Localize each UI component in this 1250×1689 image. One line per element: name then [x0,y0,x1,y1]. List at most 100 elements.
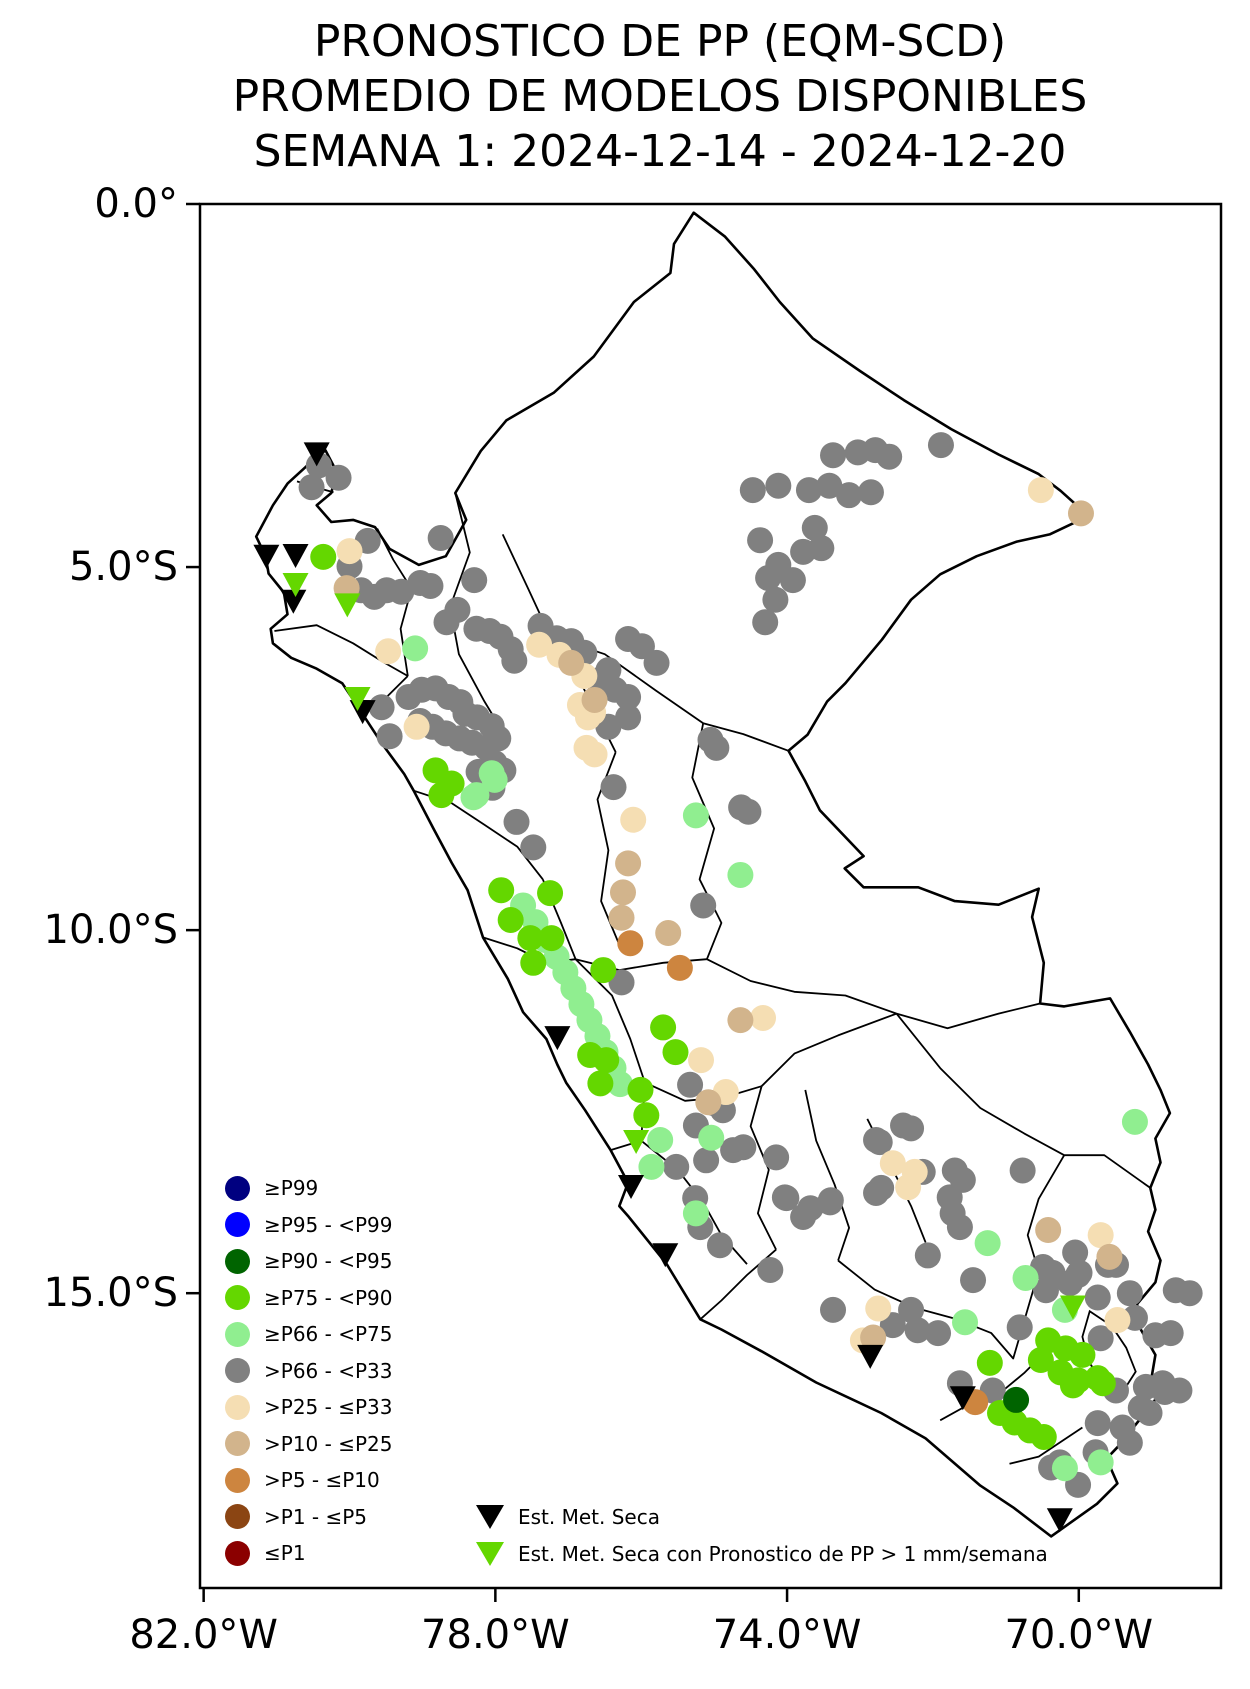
station-dot-p66_p75 [698,1124,725,1151]
station-dot-p66_p75 [952,1309,979,1336]
station-dot-p10_p25 [1067,500,1094,527]
station-dot-p5_p10 [617,930,644,957]
station-dot-p66_p75 [1087,1449,1114,1476]
station-dot-p75_p90 [428,782,455,809]
station-dot-p75_p90 [1030,1423,1057,1450]
station-dot-p33_p66 [898,1115,925,1142]
legend-item-p5_p10: >P5 - ≤P10 [225,1467,380,1493]
station-dot-p66_p75 [638,1153,665,1180]
station-dot-p25_p33 [526,631,553,658]
station-dot-p33_p66 [1157,1320,1184,1347]
station-dot-p66_p75 [1012,1264,1039,1291]
station-dot-p33_p66 [820,1296,847,1323]
station-dot-p25_p33 [403,713,430,740]
y-tick-label-1: 5.0°S [68,544,178,591]
x-tick-label-0: 82.0°W [129,1612,278,1658]
station-dot-p33_p66 [706,1232,733,1259]
station-dot-p33_p66 [1127,1394,1154,1421]
legend-label-p5_p10: >P5 - ≤P10 [264,1468,380,1492]
station-dot-p66_p75 [682,1200,709,1227]
legend-label-p75_p90: ≥P75 - <P90 [264,1285,393,1310]
station-dot-p75_p90 [1089,1370,1116,1397]
station-dot-p33_p66 [628,633,655,660]
y-tick-label-3: 15.0°S [43,1270,178,1317]
department-border [760,1012,897,1087]
department-border [274,624,409,677]
station-dot-p75_p90 [537,880,564,907]
station-dot-p33_p66 [690,892,717,919]
station-dot-p10_p25 [609,879,636,906]
station-dot-p33_p66 [879,1312,906,1339]
station-triangle-dry [282,543,309,568]
station-dot-p33_p66 [298,474,325,501]
department-border [895,1013,1151,1189]
station-triangle-dry [857,1344,884,1369]
station-dot-p25_p33 [375,638,402,665]
station-dot-p75_p90 [538,925,565,952]
station-dot-p33_p66 [898,1296,925,1323]
legend-label-p10_p25: >P10 - ≤P25 [264,1431,393,1456]
station-dot-p75_p90 [593,1047,620,1074]
station-dot-p10_p25 [1035,1217,1062,1244]
station-dot-p10_p25 [1096,1243,1123,1270]
legend-item-p1: ≤P1 [225,1540,306,1566]
legend-triangle-dry_pp [476,1541,504,1566]
legend-item-p95_p99: ≥P95 - <P99 [225,1212,392,1238]
station-dot-p33_p66 [1084,1284,1111,1311]
station-dot-p66_p75 [402,635,429,662]
station-dot-p33_p66 [765,472,792,499]
x-tick-label-2: 74.0°W [712,1612,862,1658]
station-dot-p66_p75 [682,802,709,829]
legend-label-dry_pp: Est. Met. Seca con Pronostico de PP > 1 … [518,1541,1048,1566]
legend-item-p33_p66: >P66 - <P33 [225,1358,392,1384]
station-dot-p75_p90 [1059,1372,1086,1399]
station-triangle-dry [544,1026,571,1051]
station-dot-p75_p90 [488,877,515,904]
station-dot-p33_p66 [925,1320,952,1347]
legend-item-p99: ≥P99 [225,1175,318,1201]
legend-item-p25_p33: >P25 - ≤P33 [225,1394,392,1420]
station-dot-p75_p90 [627,1076,654,1103]
legend-swatch-p1_p5 [225,1504,250,1529]
station-dot-p66_p75 [727,861,754,888]
chart-title: PRONOSTICO DE PP (EQM-SCD) PROMEDIO DE M… [0,14,1250,179]
department-border [804,1089,850,1261]
station-dot-p25_p33 [750,1004,777,1031]
station-dot-p33_p66 [927,432,954,459]
station-dot-p33_p66 [866,1129,893,1156]
station-dot-p33_p66 [503,808,530,835]
legend-swatch-p10_p25 [225,1431,250,1456]
station-triangle-dry [652,1243,679,1268]
department-border [1009,1426,1083,1465]
station-dot-p75_p90 [520,949,547,976]
station-dot-p33_p66 [816,472,843,499]
station-dot-p33_p66 [817,1189,844,1216]
station-dot-p33_p66 [693,1147,720,1174]
station-dot-p33_p66 [1084,1410,1111,1437]
station-dot-p75_p90 [590,957,617,984]
chart-title-line1: PRONOSTICO DE PP (EQM-SCD) [313,16,1007,67]
station-dot-p75_p90 [517,925,544,952]
station-dot-p33_p66 [368,694,395,721]
department-border [749,1085,777,1251]
station-dot-p33_p66 [501,647,528,674]
station-dot-p33_p66 [801,514,828,541]
station-dot-p33_p66 [763,1144,790,1171]
station-dot-p33_p66 [795,477,822,504]
station-triangle-dry [253,544,280,569]
station-dot-p33_p66 [1006,1314,1033,1341]
station-dot-p25_p33 [688,1047,715,1074]
station-triangle-dry_pp [623,1129,650,1154]
department-border [1026,1154,1065,1272]
station-dot-p33_p66 [863,1179,890,1206]
station-dot-p33_p66 [914,1242,941,1269]
station-dot-p33_p66 [857,479,884,506]
station-dot-p33_p66 [1009,1157,1036,1184]
station-dot-p33_p66 [1066,1259,1093,1286]
station-dot-p66_p75 [647,1126,674,1153]
legend-label-p95_p99: ≥P95 - <P99 [264,1212,393,1237]
station-dot-p66_p75 [607,1071,634,1098]
station-dot-p33_p66 [433,609,460,636]
